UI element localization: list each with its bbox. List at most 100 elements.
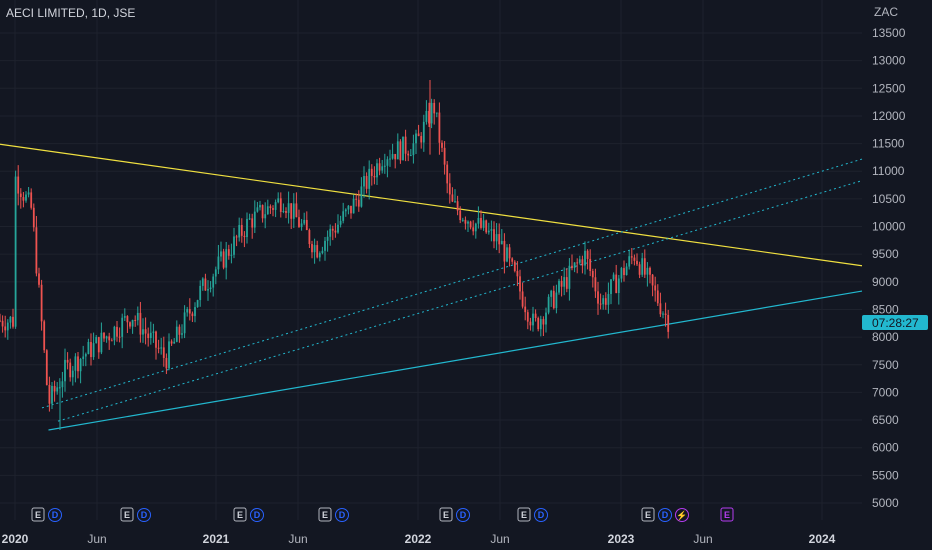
earnings-marker[interactable] (318, 507, 332, 522)
candle (22, 191, 25, 208)
candle (277, 192, 280, 204)
candle (324, 237, 326, 261)
candle (477, 206, 480, 229)
candle-body (511, 258, 514, 262)
candle (599, 293, 602, 310)
candle (272, 205, 274, 217)
candle-body (82, 356, 85, 359)
trendlines[interactable] (0, 143, 863, 431)
price-tick-label: 10500 (872, 192, 906, 206)
candle (318, 251, 321, 262)
candle (183, 305, 186, 339)
dividend-marker[interactable] (48, 508, 62, 522)
candle-body (446, 164, 449, 184)
candle-body (664, 313, 667, 315)
split-marker[interactable] (675, 508, 689, 522)
candle (175, 320, 178, 343)
candle-body (342, 211, 345, 221)
candle-body (277, 198, 280, 203)
candle (155, 330, 157, 360)
candle-body (495, 234, 498, 242)
candle (300, 218, 303, 231)
candle-body (142, 329, 144, 335)
candle-body (386, 159, 389, 166)
candle (409, 149, 412, 157)
candle (129, 321, 131, 329)
candle-body (469, 221, 472, 228)
candle-body (243, 235, 246, 238)
candle (625, 263, 628, 276)
candle (581, 255, 584, 274)
earnings-marker[interactable] (439, 507, 453, 522)
candle (165, 353, 168, 375)
candle-body (129, 322, 131, 327)
candle-body (552, 290, 555, 309)
candle-body (305, 219, 308, 231)
event-markers[interactable]: E D E D E D E D E D E D E D ⚡ E (31, 507, 734, 522)
candle (402, 136, 404, 161)
candle-body (6, 322, 9, 331)
candle-body (383, 165, 386, 167)
candle-body (38, 273, 40, 285)
dividend-marker[interactable] (137, 508, 151, 522)
candle (84, 352, 87, 367)
candle (243, 231, 246, 248)
candle-body (35, 227, 38, 274)
candle-body (519, 276, 521, 292)
time-tick-label: Jun (490, 532, 509, 546)
price-tick-label: 7000 (872, 385, 899, 399)
earnings-marker[interactable] (641, 507, 655, 522)
candle-body (612, 274, 615, 280)
candle-body (435, 112, 438, 114)
candle-body (136, 312, 139, 321)
event-marker-group[interactable]: E D ⚡ (641, 507, 689, 522)
candle-body (121, 317, 124, 337)
earnings-marker[interactable] (120, 507, 134, 522)
candle (565, 268, 568, 293)
dividend-marker[interactable] (250, 508, 264, 522)
candle-body (100, 332, 103, 353)
candle (482, 213, 485, 231)
dividend-marker[interactable] (534, 508, 548, 522)
candle (472, 220, 475, 236)
candle-body (545, 312, 547, 325)
earnings-marker-label: E (724, 510, 730, 520)
earnings-marker[interactable] (720, 507, 734, 522)
earnings-marker-label: E (35, 510, 41, 520)
candle (524, 296, 527, 321)
candle (222, 248, 225, 270)
price-axis[interactable]: ZAC 13500 13000 12500 12000 11500 11000 10500 1… (872, 5, 906, 510)
dividend-marker[interactable] (658, 508, 672, 522)
earnings-marker-label: E (322, 510, 328, 520)
support-trendline[interactable] (48, 290, 863, 431)
candle-body (506, 247, 508, 262)
earnings-marker[interactable] (31, 507, 45, 522)
dividend-marker[interactable] (456, 508, 470, 522)
candle-body (313, 245, 316, 253)
earnings-marker[interactable] (517, 507, 531, 522)
time-axis[interactable]: 2020 Jun 2021 Jun 2022 Jun 2023 Jun 2024 (2, 532, 836, 546)
candle-body (357, 199, 360, 207)
earnings-marker[interactable] (233, 507, 247, 522)
candle-body (334, 230, 337, 233)
candle-body (324, 240, 326, 251)
candle-body (40, 284, 43, 322)
candle (214, 266, 217, 285)
candle (1, 315, 4, 333)
candle-body (625, 266, 628, 276)
dividend-marker[interactable] (335, 508, 349, 522)
candle (90, 333, 92, 366)
event-marker-group[interactable]: E (720, 507, 734, 522)
candle-body (422, 121, 425, 143)
candle (620, 266, 623, 283)
resistance-trendline[interactable] (0, 143, 863, 267)
candle (48, 376, 51, 412)
candle (178, 324, 181, 343)
